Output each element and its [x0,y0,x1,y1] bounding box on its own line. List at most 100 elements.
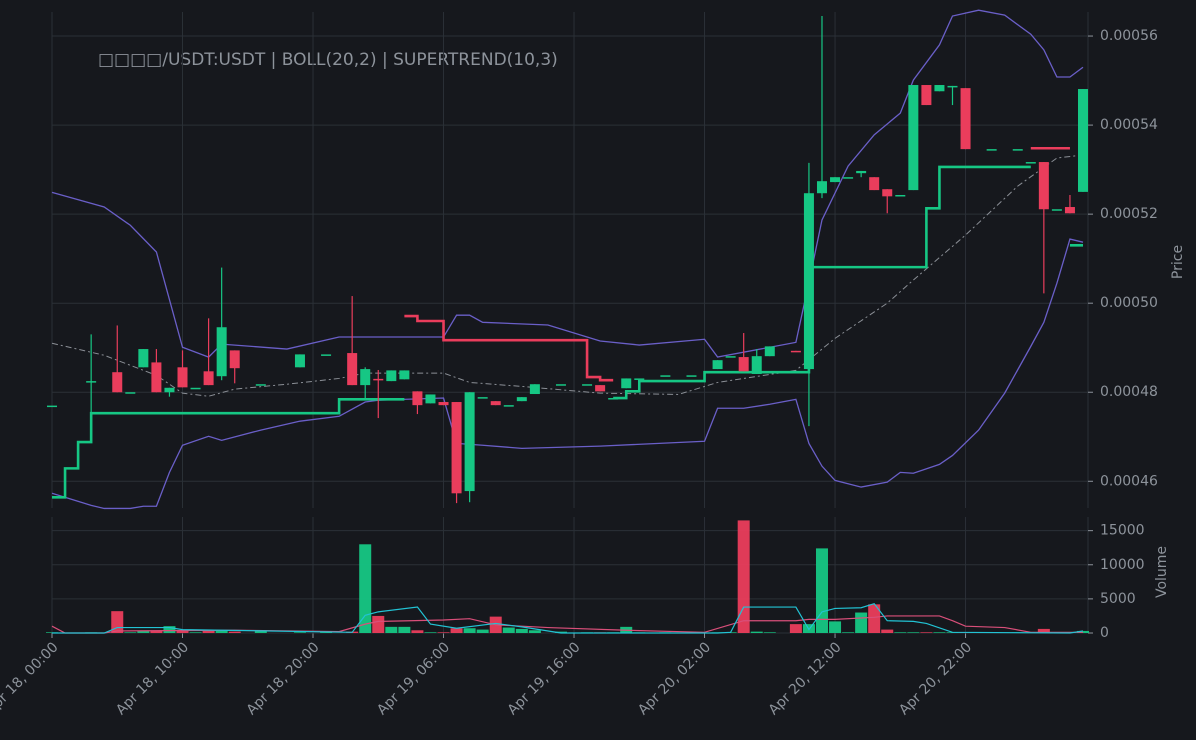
candle-body [229,350,240,369]
candle-body [856,170,867,174]
volume-bar [320,632,333,633]
candle-body [621,378,632,389]
volume-bar [476,629,489,633]
volume-bar [163,626,176,633]
volume-tick-label: 5000 [1100,591,1136,607]
candle-body [725,356,736,358]
candle-body [164,387,175,393]
volume-tick-label: 10000 [1100,557,1145,573]
candle-body [529,384,540,395]
y-axis-label: Price [1170,245,1186,279]
volume-bar [1037,628,1050,633]
volume-bar [933,632,946,633]
candle-body [464,392,475,492]
candle-body [921,85,932,106]
candle-body [895,194,906,197]
volume-bar [124,632,137,633]
candle-body [934,85,945,92]
candle-body [882,189,893,197]
candle-body [1025,162,1036,164]
volume-bar [450,628,463,633]
candle-body [1051,209,1062,211]
candle-body [816,181,827,194]
candle-body [294,354,305,368]
candle-body [790,350,801,353]
candle-body [986,149,997,151]
volume-bar [829,621,842,633]
volume-bar [424,632,437,633]
candle-body [360,369,371,386]
candle-body [138,349,149,368]
y-tick-label: 0.00048 [1100,384,1158,400]
candle-body [582,384,593,386]
candle-body [1038,162,1049,210]
volume-tick-label: 15000 [1100,523,1145,539]
candle-body [1064,207,1075,214]
candle-body [190,387,201,390]
volume-bar [815,548,828,633]
volume-bar [189,632,202,633]
candle-body [151,362,162,393]
volume-bar [789,624,802,633]
candle-body [321,354,332,356]
volume-ma-line [52,602,1084,634]
indicator-line [404,146,1070,382]
candle-body [255,384,266,386]
candle-body [477,397,488,399]
candle-body [177,367,188,388]
volume-bar [176,630,189,633]
y-tick-label: 0.00046 [1100,473,1158,489]
volume-bar [920,632,933,633]
volume-bar [137,630,150,633]
candle-body [686,375,697,377]
volume-tick-label: 0 [1100,625,1109,641]
volume-bar [881,629,894,633]
candle-body [947,85,958,88]
volume-bar [385,626,398,633]
indicator-line [51,9,1084,358]
volume-bar [228,631,241,633]
y-tick-label: 0.00056 [1100,28,1158,44]
candle-body [112,372,123,393]
candle-body [830,177,841,183]
candle-body [634,378,645,380]
candle-body [438,402,449,406]
candle-body [490,401,501,406]
candle-body [347,353,358,386]
volume-bar [411,630,424,633]
candle-body [764,346,775,357]
volume-bar [502,627,515,633]
candle-body [516,397,527,402]
candle-body [595,385,606,392]
volume-bar [855,612,868,633]
candle-body [751,356,762,374]
candle-body [908,85,919,191]
candle-body [712,360,723,370]
candle-body [738,357,749,372]
indicator-line [51,154,1084,397]
chart-title: □□□□/USDT:USDT | BOLL(20,2) | SUPERTREND… [98,50,558,70]
candle-body [869,177,880,191]
candle-body [203,371,214,386]
volume-bar [842,632,855,633]
candle-body [960,88,971,150]
candle-body [47,405,57,408]
candle-body [373,378,384,381]
candle-body [1078,89,1088,192]
candle-body [216,327,227,377]
candle-body [451,402,462,494]
candle-body [503,405,514,407]
candle-body [86,381,97,383]
volume-bar [398,626,411,633]
candle-body [425,394,436,404]
candle-body [412,391,423,406]
y-tick-label: 0.00050 [1100,295,1158,311]
volume-bar [750,631,763,633]
volume-bar [894,632,907,633]
candle-body [803,193,814,370]
y-tick-label: 0.00052 [1100,206,1158,222]
candle-body [843,177,854,179]
candle-body [125,392,136,394]
volume-axis-label: Volume [1154,546,1170,598]
